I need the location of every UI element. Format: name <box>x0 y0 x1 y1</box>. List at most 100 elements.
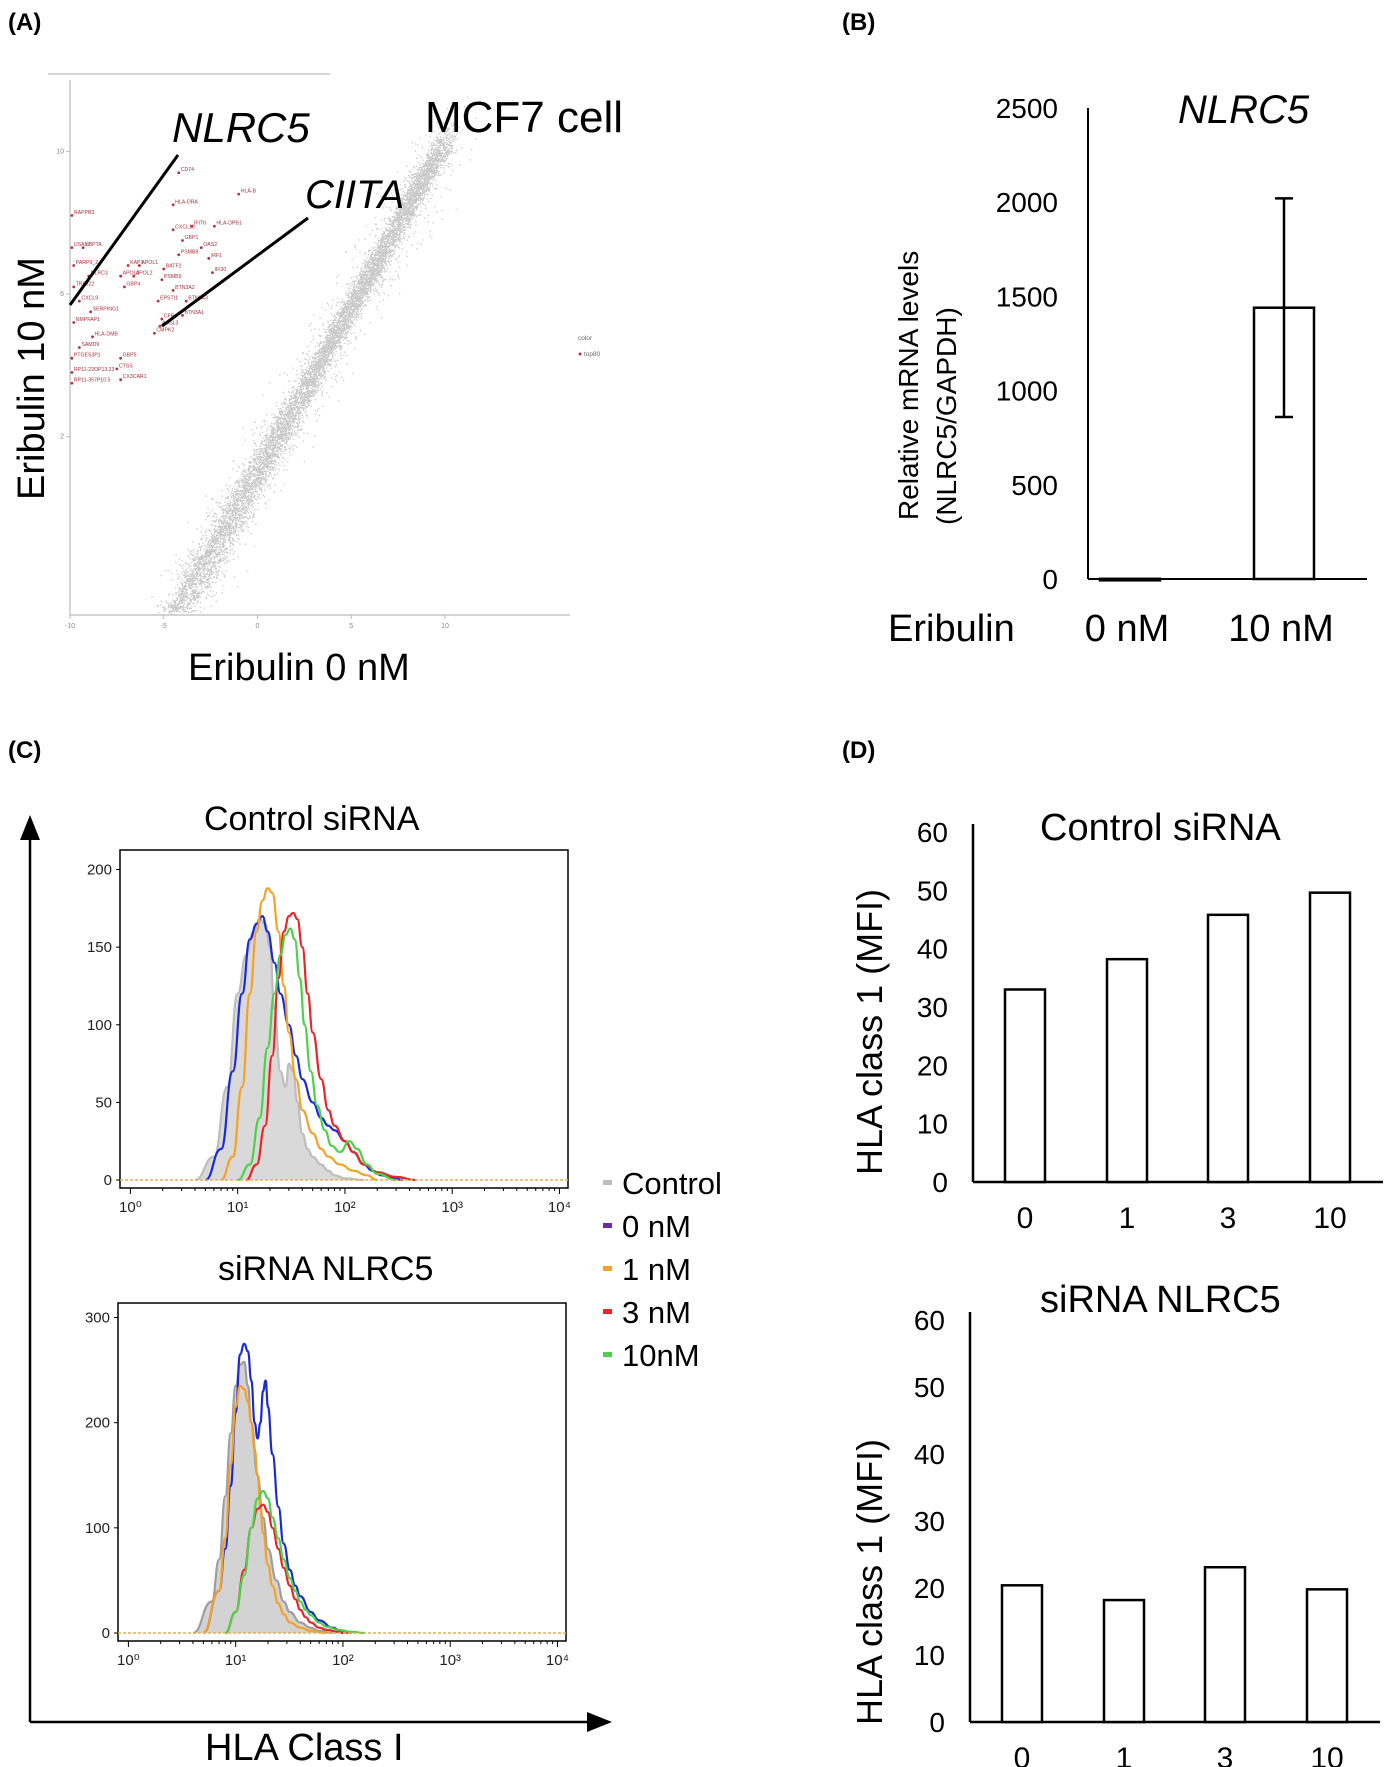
callout-nlrc5-label: NLRC5 <box>172 104 310 151</box>
panel-a-x-tick-label: -10 <box>65 623 75 630</box>
legend-swatch <box>603 1266 612 1271</box>
panel-b-y-tick-label: 0 <box>1042 564 1058 595</box>
gene-point <box>171 228 175 232</box>
panel-c-legend: Control 0 nM 1 nM 3 nM 10nM <box>603 1166 722 1373</box>
gene-point <box>72 285 76 289</box>
panel-c-top-plot-frame <box>119 849 569 1189</box>
gene-label: IFIT6 <box>194 221 206 227</box>
gene-point <box>70 214 74 217</box>
gene-label: USA17 <box>74 242 91 248</box>
histogram-line <box>245 911 416 1182</box>
y-tick-label: 200 <box>87 862 112 879</box>
panel-d-label: (D) <box>842 737 875 764</box>
gene-label: RP11-22OP13.23 <box>74 367 115 373</box>
category-label: 1 <box>1116 1742 1133 1767</box>
gene-point <box>152 331 156 335</box>
gene-label: PSMB9 <box>164 274 182 280</box>
panel-a-y-tick-label: 2 <box>60 434 64 441</box>
bar <box>1203 1565 1247 1724</box>
panel-d-bottom-y-label: HLA class 1 (MFI) <box>849 1439 890 1725</box>
panel-c-x-arrowhead <box>587 1712 612 1732</box>
callout-ciita-pointer <box>161 216 309 328</box>
gene-label: RAPPB3 <box>74 210 95 216</box>
gene-point <box>177 253 181 257</box>
gene-point <box>132 274 136 278</box>
histogram-line <box>202 1384 327 1635</box>
panel-d-bottom-bars: 0 10 20 30 40 50 60 0 1 3 10 <box>914 1305 1380 1767</box>
histogram-fill <box>193 1361 333 1633</box>
bar <box>1105 957 1149 1184</box>
panel-b-y-tick-label: 2500 <box>996 93 1058 124</box>
panel-b-y-tick-label: 1500 <box>996 281 1058 312</box>
gene-point <box>158 324 162 328</box>
gene-label: BATF2 <box>166 264 182 270</box>
gene-label: GBP1 <box>185 235 199 241</box>
y-tick-label: 100 <box>87 1017 112 1034</box>
category-label: 0 <box>1017 1202 1034 1235</box>
panel-b-bar <box>1098 577 1162 582</box>
panel-c-top-title: Control siRNA <box>204 800 420 838</box>
x-tick-label: 10³ <box>441 1199 463 1216</box>
y-tick-label: 300 <box>85 1310 110 1327</box>
panel-c-bottom-title: siRNA NLRC5 <box>218 1250 433 1288</box>
bar <box>1000 1584 1044 1724</box>
panel-a-x-label: Eribulin 0 nM <box>188 647 410 689</box>
legend-label: 0 nM <box>622 1209 691 1244</box>
gene-point <box>211 271 214 274</box>
gene-point <box>199 246 203 250</box>
legend-label: 1 nM <box>622 1252 691 1287</box>
gene-label: OAS2 <box>203 242 217 248</box>
gene-point <box>119 356 123 360</box>
gene-point <box>122 285 126 289</box>
gene-point <box>91 335 94 339</box>
panel-a-x-tick-label: -5 <box>161 623 167 630</box>
panel-a-legend-swatch <box>578 352 582 356</box>
bar <box>1206 913 1250 1184</box>
y-tick-label: 50 <box>917 875 948 906</box>
panel-b-y-tick-label: 1000 <box>996 376 1058 407</box>
legend-swatch <box>603 1223 612 1228</box>
gene-label: EPSTI1 <box>160 296 178 302</box>
panel-c-top-histogram: 10⁰ 10¹ 10² 10³ 10⁴ 0 50 100 150 200 <box>87 862 571 1216</box>
panel-a-background-points <box>151 96 477 614</box>
category-label: 10 <box>1313 1202 1346 1235</box>
panel-c-bottom-plot-frame <box>117 1302 567 1642</box>
gene-point <box>181 239 184 242</box>
gene-label: KBPTA <box>85 242 102 248</box>
gene-label: IRF1 <box>211 253 222 259</box>
x-tick-label: 10¹ <box>225 1652 247 1669</box>
gene-label: ACSL3 <box>162 321 179 327</box>
gene-point <box>72 321 76 324</box>
category-label: 3 <box>1220 1202 1237 1235</box>
gene-label: HLA-DRA <box>175 199 198 205</box>
histogram-line <box>220 887 378 1182</box>
panel-a-ticks: -10 -5 0 5 10 2 6 10 <box>56 148 449 630</box>
gene-label: SERPING1 <box>93 306 119 312</box>
panel-d-top-title: Control siRNA <box>1040 807 1281 849</box>
bar <box>1102 1598 1146 1724</box>
y-tick-label: 150 <box>87 939 112 956</box>
gene-point <box>184 299 188 303</box>
panel-a-title: MCF7 cell <box>425 93 623 142</box>
gene-label: HLA-DMB <box>95 331 119 337</box>
gene-label: GBP5 <box>123 353 137 359</box>
gene-label: APOL3 <box>123 271 140 277</box>
gene-label: SAMD9 <box>81 342 99 348</box>
gene-point <box>190 224 194 228</box>
gene-point <box>119 274 123 278</box>
panel-c-y-arrowhead <box>20 815 40 840</box>
legend-label: 10nM <box>622 1338 700 1373</box>
panel-a-y-tick-label: 6 <box>60 291 64 298</box>
panel-b-y-label: Relative mRNA levels (NLRC5/GAPDH) <box>893 251 962 525</box>
legend-label: Control <box>622 1166 722 1201</box>
y-tick-label: 60 <box>917 817 948 848</box>
bar <box>1305 1588 1349 1724</box>
callout-nlrc5-pointer <box>68 154 180 306</box>
gene-point <box>77 346 81 349</box>
panel-b-y-tick-label: 2000 <box>996 187 1058 218</box>
panel-b-y-tick-label: 500 <box>1011 470 1058 501</box>
gene-point <box>212 224 216 228</box>
y-tick-label: 0 <box>932 1167 948 1198</box>
y-tick-label: 200 <box>85 1415 110 1432</box>
